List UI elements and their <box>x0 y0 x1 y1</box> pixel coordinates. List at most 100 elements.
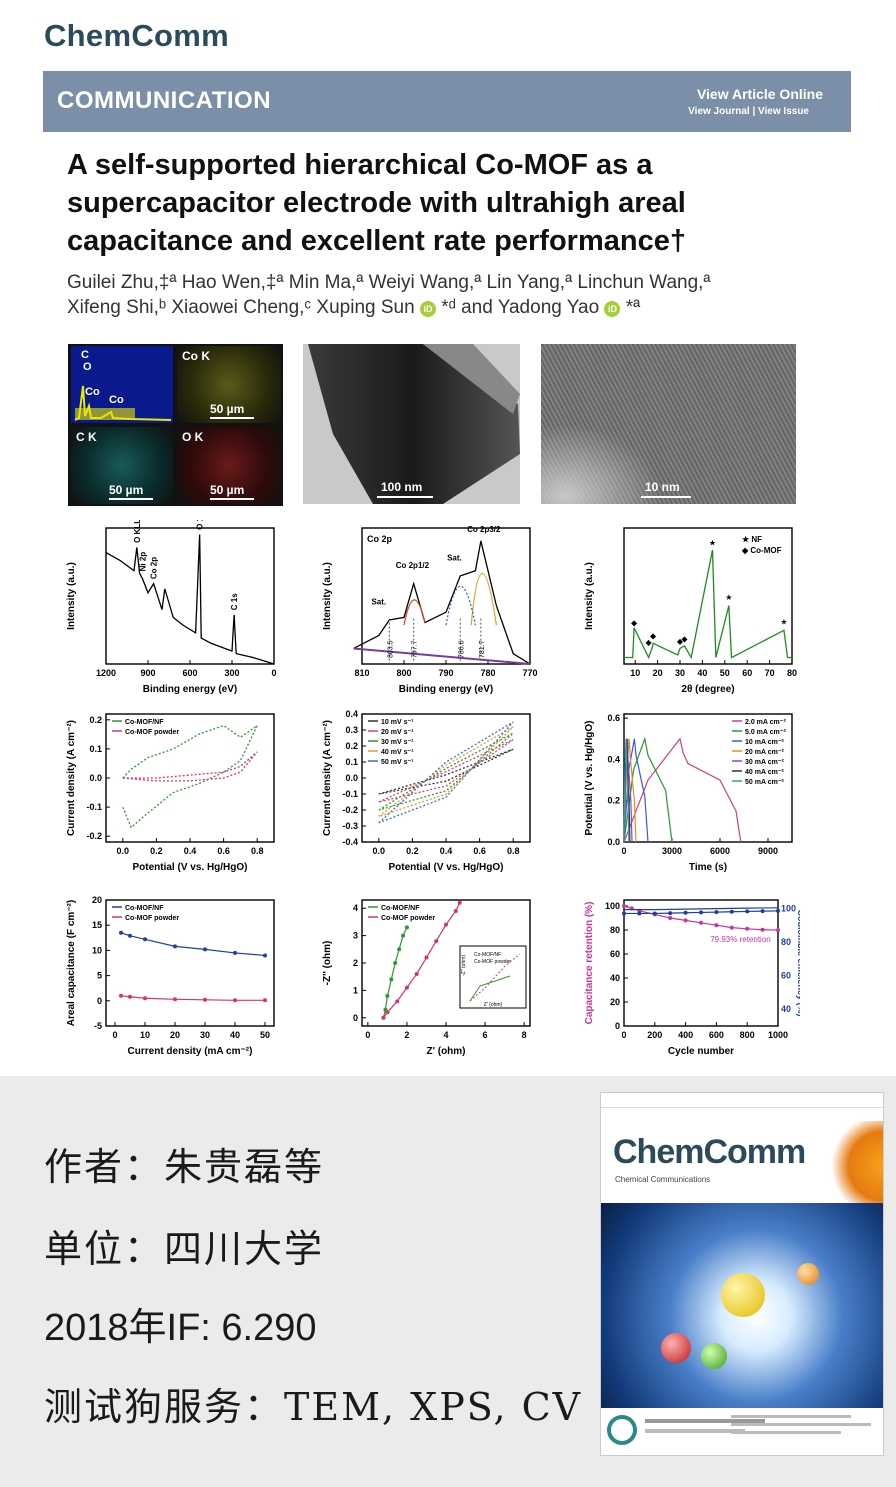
scale-bar <box>210 417 254 419</box>
peak-annotation: C 1s <box>230 593 239 610</box>
data-point <box>389 977 394 982</box>
comof-peak-marker: ◆ <box>677 637 684 646</box>
x-axis-label: Binding energy (eV) <box>399 684 493 695</box>
journal-name: ChemComm <box>44 18 229 53</box>
cover-footer-text <box>645 1429 745 1433</box>
x-tick-label: 3000 <box>662 846 682 856</box>
cv-scan-rate-chart: 0.0 0.2 0.4 0.6 0.8 0.4 0.3 0.2 0.1 0.0 -0.1 -0.2 -0… <box>322 709 531 873</box>
y-tick-label: 0.1 <box>345 757 358 767</box>
authors-line-2b: *ᵈ and Yadong Yao <box>441 297 600 318</box>
title-line: supercapacitor electrode with ultrahigh … <box>67 187 686 219</box>
view-article-online-link[interactable]: View Article Online <box>696 86 823 102</box>
data-point <box>760 927 765 932</box>
legend-label: Co-MOF powder <box>381 915 435 922</box>
inset-line-nf <box>469 975 511 1002</box>
x-tick-label: 780 <box>480 668 495 678</box>
orcid-icon[interactable]: iD <box>604 301 621 317</box>
y2-tick-label: 60 <box>781 971 791 981</box>
data-point <box>424 955 429 960</box>
y-axis-label: Potential (V vs. Hg/HgO) <box>584 720 595 835</box>
series-loop <box>122 723 259 829</box>
y-tick-label: -0.2 <box>86 831 102 841</box>
data-line <box>624 549 792 660</box>
x-tick-label: 70 <box>765 668 775 678</box>
x-tick-label: 770 <box>522 668 537 678</box>
cover-sphere-green <box>701 1343 727 1369</box>
cycling-stability-chart: 0 200 400 600 800 1000100806040200100806040Co… <box>584 899 800 1057</box>
map-label-c: C K <box>76 430 97 444</box>
article-title: A self-supported hierarchical Co-MOF as … <box>67 146 807 260</box>
eds-map-c: C K 50 µm <box>71 427 173 504</box>
data-point <box>173 944 177 949</box>
legend-label: 20 mA cm⁻² <box>745 749 785 756</box>
legend-label: 50 mA cm⁻² <box>745 779 785 786</box>
x-tick-label: 0.4 <box>440 846 453 856</box>
cover-footer-text <box>645 1419 765 1423</box>
comof-peak-marker: ◆ <box>650 632 657 641</box>
data-point <box>128 933 132 938</box>
y-tick-label: -0.2 <box>342 805 358 815</box>
x-tick-label: 810 <box>354 668 369 678</box>
orcid-icon[interactable]: iD <box>419 301 436 317</box>
legend-label: 10 mA cm⁻² <box>745 739 785 746</box>
data-point <box>457 900 462 905</box>
series-loop <box>122 751 258 782</box>
peak-annotation: Ni 2p <box>138 552 147 572</box>
data-point <box>143 996 147 1001</box>
x-tick-label: 20 <box>170 1030 180 1040</box>
cover-footer-text <box>731 1431 841 1434</box>
article-type-banner: COMMUNICATION View Article Online View J… <box>43 71 851 132</box>
y-tick-label: 40 <box>610 973 620 983</box>
data-point <box>668 916 673 920</box>
nf-peak-marker: ★ <box>725 593 732 602</box>
plot-frame <box>623 527 793 665</box>
x-tick-label: 400 <box>678 1030 693 1040</box>
y-tick-label: 0.4 <box>345 709 358 719</box>
y-tick-label: -0.4 <box>342 837 358 847</box>
view-journal-issue-links[interactable]: View Journal | View Issue <box>688 106 809 117</box>
x-axis-label: Time (s) <box>689 862 727 873</box>
tem-rod-body <box>308 344 520 504</box>
y-axis-label: Current density (A cm⁻²) <box>322 720 333 836</box>
nf-peak-marker: ★ <box>709 538 716 547</box>
x-tick-label: 6 <box>483 1030 488 1040</box>
legend-label: 5.0 mA cm⁻² <box>745 729 786 736</box>
x-tick-label: 0.6 <box>217 846 230 856</box>
data-line <box>105 534 275 665</box>
y2-tick-label: 100 <box>781 903 796 913</box>
legend-label: 30 mV s⁻¹ <box>381 739 414 746</box>
x-tick-label: 10 <box>630 668 640 678</box>
legend-label: Co-MOF/NF <box>381 905 420 912</box>
eds-mapping-figure: C O Co Co Co K 50 µm C K 50 µm O K 50 µm <box>68 344 283 506</box>
y-tick-label: 0.0 <box>345 773 358 783</box>
plot-frame <box>105 527 275 665</box>
impact-factor-info: 2018年IF: 6.290 <box>44 1307 317 1349</box>
tem-image: 100 nm <box>303 344 520 504</box>
x-tick-label: 30 <box>200 1030 210 1040</box>
data-point <box>143 937 147 942</box>
x-axis-label: Binding energy (eV) <box>143 684 237 695</box>
data-point <box>776 928 780 933</box>
y-tick-label: 0.2 <box>607 796 620 806</box>
fit-background <box>353 647 531 665</box>
cover-footer-text <box>731 1423 871 1426</box>
author-info: 作者：朱贵磊等 <box>44 1145 325 1189</box>
y-axis-label: Areal capacitance (F cm⁻²) <box>66 900 77 1026</box>
y-axis-label: Capacitance retention (%) <box>584 902 595 1025</box>
legend-label: 10 mV s⁻¹ <box>381 719 414 726</box>
tem-nanorod <box>308 344 520 504</box>
peak-annotation: Co 2p <box>150 557 159 579</box>
x-tick-label: 1000 <box>768 1030 788 1040</box>
legend-label: Co-MOF powder <box>125 915 179 922</box>
y-tick-label: -0.3 <box>342 821 358 831</box>
peak-label: 803.5 <box>387 640 394 658</box>
eds-label-c: C <box>81 349 89 361</box>
x-tick-label: 4 <box>443 1030 448 1040</box>
y-tick-label: 2 <box>353 958 358 968</box>
y-tick-label: 0.0 <box>89 773 102 783</box>
article-category: COMMUNICATION <box>57 87 272 114</box>
x-tick-label: 0 <box>621 1030 626 1040</box>
data-point <box>745 926 750 931</box>
